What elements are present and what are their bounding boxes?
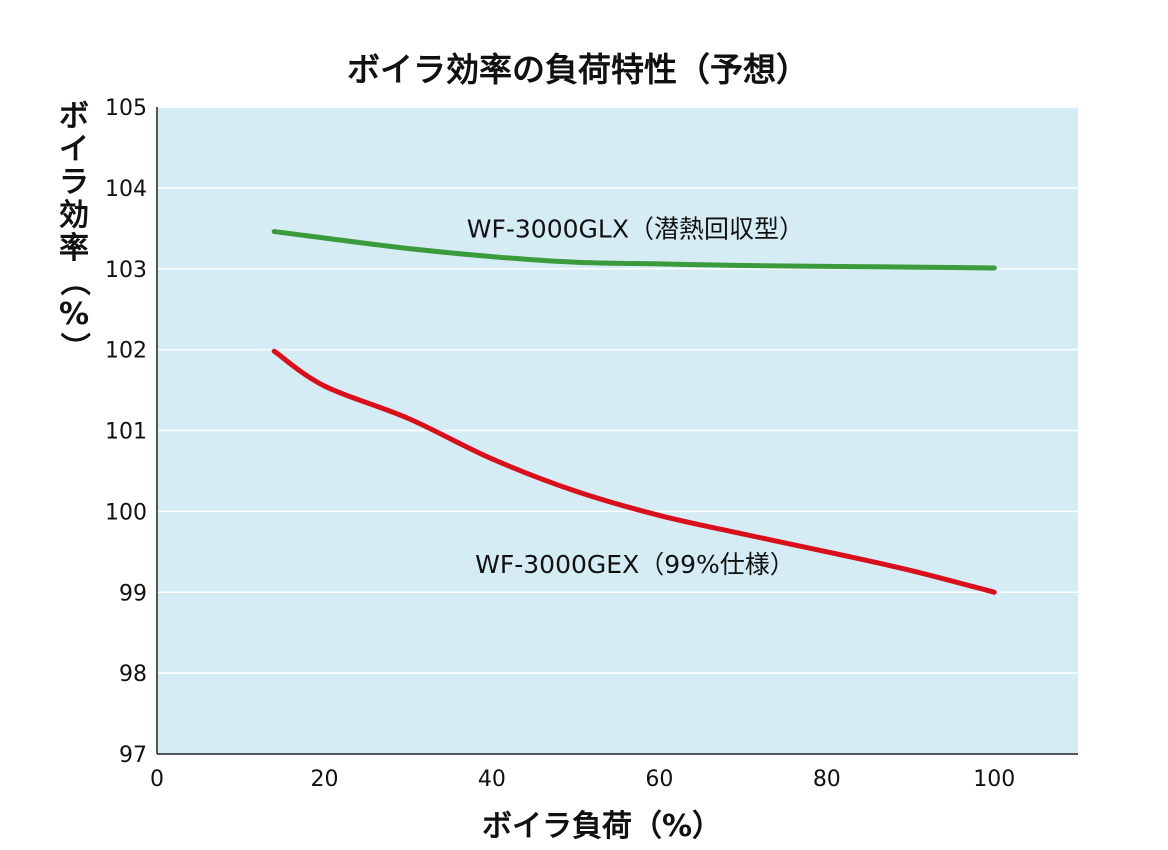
y-tick-label: 98 (119, 662, 147, 687)
y-axis-title-char: ラ (59, 165, 89, 200)
y-axis-title-char: （ (56, 266, 91, 296)
x-tick-label: 60 (645, 767, 673, 792)
gridlines (157, 106, 1078, 674)
x-axis-title: ボイラ負荷（%） (482, 809, 722, 844)
y-tick-label: 97 (119, 743, 147, 768)
chart-title: ボイラ効率の負荷特性（予想） (347, 50, 809, 89)
y-tick-label: 102 (105, 339, 147, 364)
y-tick-label: 105 (105, 96, 147, 121)
y-tick-label: 100 (105, 500, 147, 525)
y-axis-title-char: 率 (59, 231, 89, 266)
y-axis-title-char: イ (59, 132, 89, 167)
series-line-0 (271, 229, 997, 271)
x-tick-label: 0 (150, 767, 164, 792)
series-label-0: WF-3000GLX（潜熱回収型） (467, 214, 804, 243)
y-axis-title-char: 効 (59, 198, 89, 233)
x-tick-label: 100 (973, 767, 1015, 792)
x-tick-label: 80 (813, 767, 841, 792)
axes (156, 107, 1078, 755)
series-line-1 (271, 348, 997, 595)
y-axis-title: ボイラ効率（%） (56, 99, 91, 362)
series-label-1: WF-3000GEX（99%仕様） (475, 550, 795, 579)
series-lines (271, 229, 997, 595)
series-labels: WF-3000GLX（潜熱回収型） WF-3000GEX（99%仕様） (467, 214, 804, 579)
x-tick-label: 20 (310, 767, 338, 792)
y-tick-label: 101 (105, 420, 147, 445)
y-axis-title-char: % (59, 297, 89, 332)
y-tick-label: 103 (105, 258, 147, 283)
x-tick-label: 40 (478, 767, 506, 792)
y-axis-title-char: ） (56, 332, 91, 362)
y-tick-label: 99 (119, 581, 147, 606)
y-tick-label: 104 (105, 177, 147, 202)
y-axis-title-char: ボ (59, 99, 89, 134)
tick-labels: 97 98 99 100 101 102 103 104 105 0 20 40 60 80 100 (105, 96, 1015, 792)
